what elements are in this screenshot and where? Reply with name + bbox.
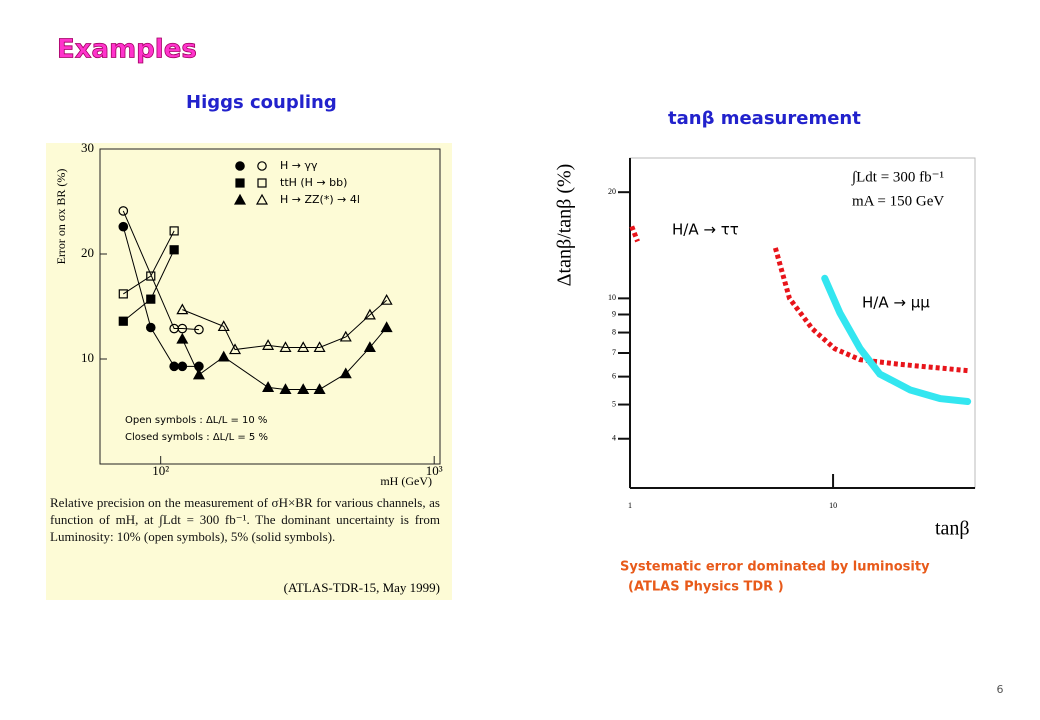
- series-line: [123, 230, 175, 295]
- marker: [217, 320, 230, 332]
- marker: [145, 322, 156, 333]
- marker: [255, 193, 269, 205]
- legend-label: ttH (H → bb): [280, 176, 347, 189]
- slide-title: Examples: [57, 35, 197, 65]
- marker: [177, 323, 188, 334]
- x-tick-label: 10: [829, 501, 837, 510]
- marker: [118, 316, 128, 326]
- marker: [313, 341, 326, 353]
- legend-label: H → γγ: [280, 159, 318, 172]
- y-axis-label: Δtanβ/tanβ (%): [554, 164, 576, 287]
- marker: [233, 193, 247, 205]
- marker: [229, 343, 242, 355]
- series-label: H/A → μμ: [862, 294, 930, 312]
- marker: [339, 367, 352, 379]
- x-tick-label: 10³: [426, 463, 443, 478]
- y-tick-label: 4: [612, 434, 616, 443]
- marker: [176, 332, 189, 344]
- x-tick-label: 1: [628, 501, 632, 510]
- annotation: mA = 150 GeV: [852, 193, 944, 209]
- y-tick-label: 30: [81, 140, 94, 155]
- marker: [118, 221, 129, 232]
- series-line: [181, 327, 388, 390]
- plot-frame: [99, 148, 441, 465]
- marker: [279, 341, 292, 353]
- y-tick-label: 6: [612, 371, 616, 380]
- marker: [380, 321, 393, 333]
- marker: [313, 383, 326, 395]
- x-axis-label: mH (GeV): [380, 474, 432, 488]
- marker: [118, 289, 128, 299]
- y-tick-label: 20: [608, 187, 616, 196]
- marker: [217, 350, 230, 362]
- page-number: 6: [997, 683, 1004, 696]
- series-line: [821, 274, 972, 406]
- marker: [297, 341, 310, 353]
- y-tick-label: 20: [81, 245, 94, 260]
- marker: [339, 330, 352, 342]
- left-source: (ATLAS-TDR-15, May 1999): [283, 580, 440, 595]
- y-tick-label: 8: [612, 327, 616, 336]
- left-heading: Higgs coupling: [186, 92, 337, 113]
- marker: [363, 308, 376, 320]
- y-tick-label: 10: [81, 350, 94, 365]
- left-caption: Relative precision on the measurement of…: [50, 495, 440, 544]
- series-line: [629, 225, 968, 374]
- marker: [297, 383, 310, 395]
- series-line: [182, 299, 387, 351]
- marker: [176, 303, 189, 315]
- annotation: ∫Ldt = 300 fb⁻¹: [851, 169, 944, 185]
- x-tick-label: 10²: [152, 463, 169, 478]
- marker: [118, 206, 129, 216]
- marker: [262, 381, 275, 392]
- marker: [380, 293, 393, 305]
- annotation: Open symbols : ΔL/L = 10 %: [125, 415, 267, 426]
- y-tick-label: 9: [612, 309, 616, 318]
- marker: [194, 324, 204, 335]
- y-tick-label: 10: [608, 293, 616, 302]
- right-heading: tanβ measurement: [668, 108, 861, 129]
- marker: [146, 294, 156, 304]
- marker: [257, 178, 267, 188]
- marker: [257, 161, 267, 171]
- series-label: H/A → ττ: [672, 221, 739, 239]
- marker: [279, 383, 292, 395]
- y-tick-label: 5: [612, 399, 616, 408]
- marker: [169, 361, 179, 372]
- annotation: Closed symbols : ΔL/L = 5 %: [125, 432, 268, 443]
- y-axis-label: Error on σx BR (%): [54, 169, 68, 265]
- marker: [169, 245, 179, 255]
- figure-panel: [46, 143, 452, 600]
- marker: [146, 271, 156, 281]
- marker: [169, 226, 179, 236]
- marker: [192, 368, 205, 380]
- right-source: (ATLAS Physics TDR ): [628, 580, 784, 595]
- x-axis-label: tanβ: [935, 518, 970, 540]
- y-tick-label: 7: [612, 348, 616, 357]
- marker: [262, 339, 275, 350]
- marker: [177, 361, 188, 372]
- marker: [235, 178, 245, 188]
- marker: [235, 161, 245, 171]
- marker: [363, 341, 376, 353]
- legend-label: H → ZZ(*) → 4l: [280, 193, 360, 206]
- right-caption: Systematic error dominated by luminosity: [620, 560, 930, 575]
